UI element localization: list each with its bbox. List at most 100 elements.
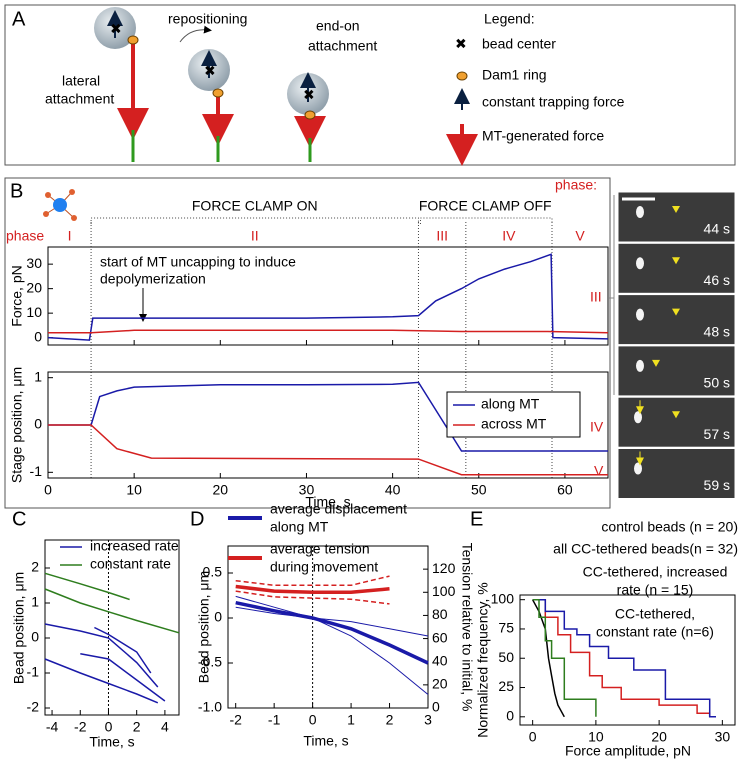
y-tick-label: 1 [31, 594, 39, 610]
x-tick-label: 10 [588, 729, 604, 745]
x-tick-label: 30 [299, 482, 315, 498]
clamp-bracket [90, 217, 419, 224]
x-tick-label: 1 [347, 712, 355, 728]
bead-image [636, 206, 644, 218]
panel-a: A ✖ ✖ ✖ lateral attachment r [4, 4, 736, 166]
data-line [44, 623, 159, 688]
plot-frame [44, 539, 180, 716]
data-line [235, 600, 429, 665]
x-tick-label: 3 [424, 712, 432, 728]
data-line [532, 598, 597, 717]
y-tick-label: 0 [34, 328, 42, 344]
legend-label: along MT [481, 396, 540, 412]
legend-label: CC-tethered, increased [583, 564, 728, 580]
x-axis-label: Time, s [89, 734, 134, 750]
phase-label: IV [590, 419, 604, 435]
bead-image [634, 411, 642, 424]
data-line [44, 572, 130, 601]
y2-tick-label: 120 [432, 560, 456, 576]
clamp-label: FORCE CLAMP OFF [419, 198, 552, 214]
y-axis-label: Stage position, μm [9, 367, 25, 483]
plot-frame [227, 545, 429, 709]
data-line [48, 381, 608, 452]
svg-text:✖: ✖ [204, 63, 216, 79]
y2-tick-label: 100 [432, 583, 456, 599]
data-line [532, 598, 716, 718]
legend-item: Dam1 ring [482, 67, 547, 83]
micrograph [617, 345, 736, 397]
svg-text:✖: ✖ [110, 21, 122, 37]
panel-label: C [12, 508, 26, 530]
legend-label: during movement [270, 559, 378, 575]
y-axis-label: Bead position, μm [196, 571, 212, 683]
legend-label: average displacement [270, 501, 407, 517]
data-line [235, 575, 390, 587]
legend-item: bead center [482, 36, 556, 52]
y2-tick-label: 0 [432, 699, 440, 715]
y-tick-label: 1 [34, 368, 42, 384]
data-line [47, 253, 609, 341]
marker [672, 206, 680, 213]
data-line [532, 598, 711, 717]
legend-label: along MT [270, 519, 329, 535]
x-tick-label: -2 [229, 712, 242, 728]
phase-name: I [68, 228, 72, 244]
bead-image [636, 359, 644, 372]
label: attachment [308, 38, 377, 54]
y-tick-label: 0 [506, 708, 514, 724]
data-line [531, 599, 565, 718]
time-label: 44 s [704, 221, 730, 237]
y-tick-label: -1 [30, 463, 43, 479]
annotation: depolymerization [100, 271, 206, 287]
data-line [80, 653, 166, 702]
time-label: 57 s [704, 426, 730, 442]
time-label: 48 s [704, 323, 730, 339]
legend-label: constant rate [90, 556, 171, 572]
legend-label: average tension [270, 541, 370, 557]
y-tick-label: 30 [26, 255, 42, 271]
x-axis-label: Time, s [303, 733, 348, 749]
legend-label: control beads (n = 20) [601, 519, 738, 535]
data-line [235, 595, 429, 637]
panel-border [4, 4, 736, 166]
y2-tick-label: 20 [432, 676, 448, 692]
bead-end-on: ✖ [287, 72, 329, 162]
y-tick-label: -2 [27, 699, 40, 715]
y2-tick-label: 60 [432, 629, 448, 645]
legend-title: Legend: [484, 11, 535, 27]
micrograph [617, 242, 736, 294]
y-tick-label: 2 [31, 559, 39, 575]
marker [652, 359, 660, 367]
icon [456, 71, 468, 81]
bead-image [636, 257, 644, 270]
phase-title: phase [6, 228, 44, 244]
label: repositioning [168, 11, 247, 27]
y-tick-label: 20 [26, 279, 42, 295]
image-panel: phase: III IV V 44 s 46 s 48 s 50 s 57 s 59 s [555, 177, 736, 499]
legend-label: CC-tethered, [615, 606, 695, 622]
panel-border [4, 177, 611, 509]
plot-frame [47, 246, 609, 346]
x-tick-label: 60 [557, 482, 573, 498]
time-label: 46 s [704, 272, 730, 288]
x-tick-label: 4 [161, 719, 169, 735]
legend-label: across MT [481, 416, 547, 432]
legend-label: constant rate (n=6) [596, 624, 714, 640]
phase-name: III [436, 228, 448, 244]
bead-image [634, 462, 642, 475]
data-line [235, 590, 390, 605]
panel-label: D [190, 508, 204, 530]
x-tick-label: 2 [133, 719, 141, 735]
legend-label: increased rate [90, 538, 179, 554]
bead-image [636, 308, 644, 321]
y-axis-label: Force, pN [9, 265, 25, 326]
data-line [44, 658, 159, 704]
label: attachment [45, 91, 114, 107]
y-axis-label: Bead position, μm [11, 572, 27, 684]
x-tick-label: 0 [529, 729, 537, 745]
y2-axis-label: Tension relative to initial, % [459, 543, 475, 712]
plot-frame [519, 594, 736, 726]
annotation: start of MT uncapping to induce [100, 254, 296, 270]
x-tick-label: 30 [715, 729, 731, 745]
svg-text:✖: ✖ [303, 87, 315, 103]
